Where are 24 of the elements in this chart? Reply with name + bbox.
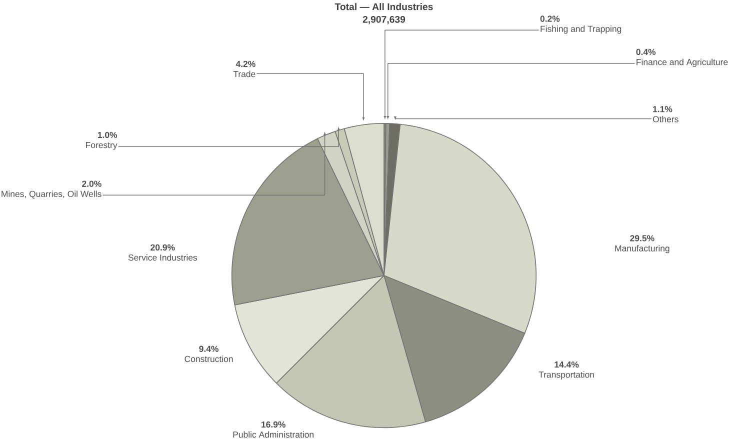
slice-label: Manufacturing [615, 245, 670, 254]
data-label: 0.4% [636, 49, 656, 56]
data-label: 20.9% [150, 244, 175, 251]
chart-subtitle: 2,907,639 [362, 16, 406, 24]
data-label: 9.4% [199, 346, 218, 352]
chart-title: Total — All Industries [334, 3, 433, 10]
slice-label: Trade [233, 70, 256, 78]
data-label: 14.4% [554, 362, 579, 368]
data-label: 1.1% [653, 106, 672, 112]
slice-label: Public Administration [233, 431, 314, 438]
data-label: 29.5% [630, 235, 654, 242]
slice-label: Others [652, 116, 678, 122]
slice-label: Construction [184, 356, 233, 362]
data-label: 1.0% [98, 132, 118, 138]
data-label: 0.2% [540, 16, 560, 22]
slice-label: Transportation [538, 372, 594, 380]
data-label: 16.9% [262, 422, 286, 428]
slice-label: Forestry [86, 142, 118, 150]
slice-label: Mines, Quarries, Oil Wells [2, 190, 102, 199]
slice-label: Fishing and Trapping [540, 26, 622, 34]
slice-label: Service Industries [128, 254, 198, 261]
slice-label: Finance and Agriculture [636, 58, 728, 68]
data-label: 2.0% [82, 180, 102, 188]
data-label: 4.2% [236, 61, 256, 68]
